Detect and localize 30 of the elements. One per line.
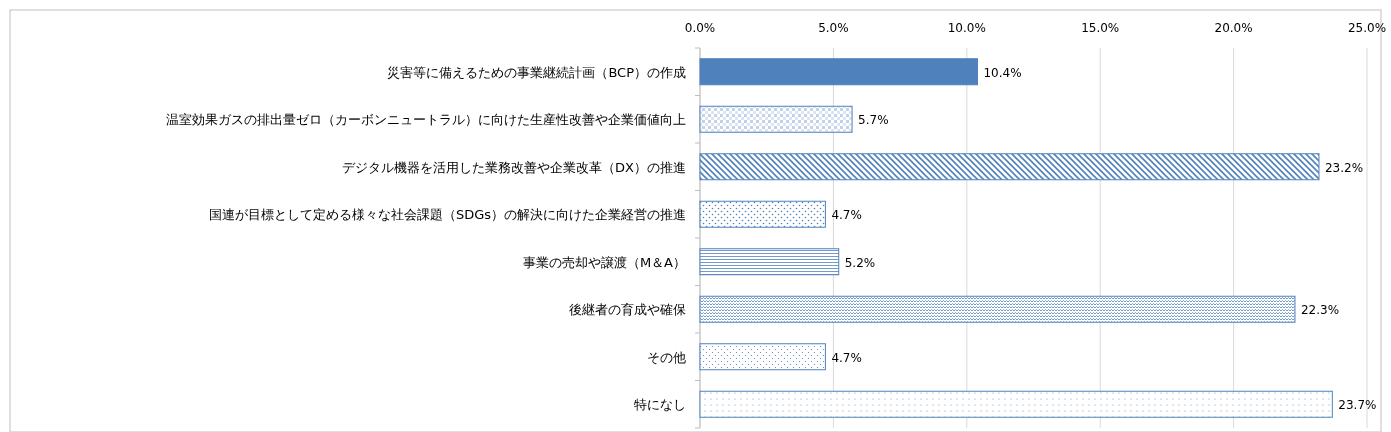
y-tick-label: デジタル機器を活用した業務改善や企業改革（DX）の推進 [342, 159, 686, 175]
y-tick-label: 事業の売却や譲渡（M＆A） [522, 254, 686, 270]
y-tick-label: その他 [647, 349, 686, 365]
bar [699, 295, 1296, 323]
x-tick-label: 5.0% [818, 21, 849, 35]
data-label: 23.7% [1338, 398, 1377, 413]
data-label: 5.2% [844, 255, 876, 270]
data-label: 10.4% [983, 65, 1022, 80]
y-tick-label: 温室効果ガスの排出量ゼロ（カーボンニュートラル）に向けた生産性改善や企業価値向上 [166, 112, 686, 128]
x-tick-label: 25.0% [1347, 21, 1387, 35]
data-label: 4.7% [831, 208, 862, 223]
x-tick-label: 10.0% [947, 21, 986, 35]
data-label: 5.7% [858, 113, 889, 128]
bar [699, 105, 853, 133]
bar [699, 248, 840, 276]
y-tick-label: 特になし [634, 397, 686, 413]
x-tick-label: 20.0% [1214, 21, 1253, 35]
data-label: 4.7% [831, 350, 862, 365]
bar [699, 200, 826, 228]
x-tick-label: 0.0% [684, 21, 716, 35]
data-label: 22.3% [1300, 303, 1340, 318]
x-tick-label: 15.0% [1081, 21, 1120, 35]
data-label: 23.2% [1324, 160, 1364, 175]
y-tick-label: 災害等に備えるための事業継続計画（BCP）の作成 [387, 64, 686, 80]
bar [699, 58, 978, 86]
bar [699, 343, 826, 371]
y-tick-label: 国連が目標として定める様々な社会課題（SDGs）の解決に向けた企業経営の推進 [208, 207, 686, 223]
bar [699, 153, 1320, 181]
bar [699, 390, 1333, 418]
y-tick-label: 後継者の育成や確保 [569, 302, 686, 318]
